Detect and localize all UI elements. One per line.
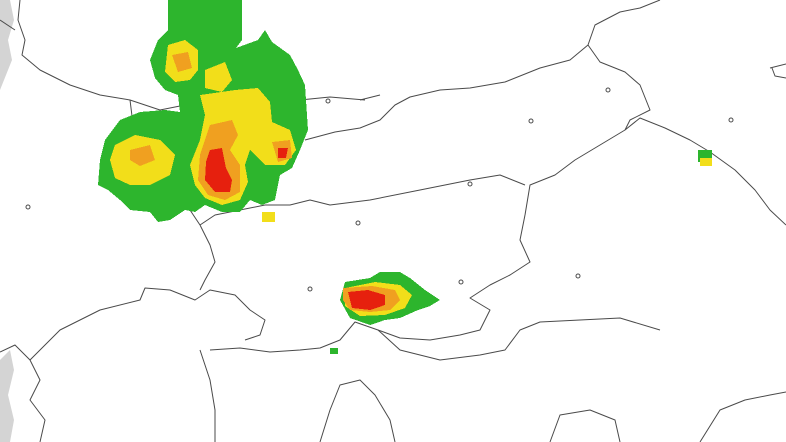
cities bbox=[25, 87, 734, 292]
echo-red bbox=[205, 148, 288, 192]
city bbox=[528, 118, 534, 124]
city bbox=[728, 117, 734, 123]
city bbox=[355, 220, 361, 226]
city bbox=[605, 87, 611, 93]
city bbox=[325, 98, 331, 104]
echo-green bbox=[330, 150, 712, 354]
city bbox=[575, 273, 581, 279]
echo-yellow bbox=[110, 40, 296, 205]
radar-echoes bbox=[98, 0, 712, 354]
echo-orange bbox=[130, 52, 292, 200]
terrain bbox=[0, 350, 14, 442]
city bbox=[25, 204, 31, 210]
echo-red bbox=[348, 290, 385, 310]
city bbox=[467, 181, 473, 187]
city bbox=[458, 279, 464, 285]
city bbox=[307, 286, 313, 292]
